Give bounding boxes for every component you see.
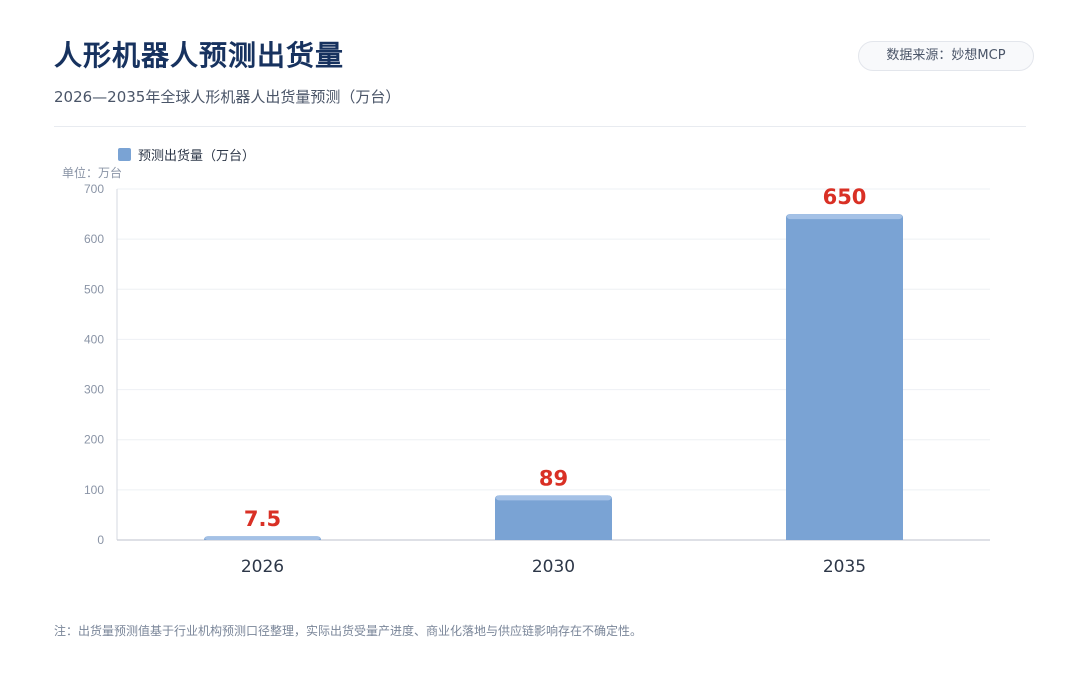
y-tick-label: 400 bbox=[84, 332, 104, 346]
data-label: 650 bbox=[823, 185, 867, 209]
header-divider bbox=[54, 126, 1026, 127]
y-tick-label: 200 bbox=[84, 433, 104, 447]
y-tick-label: 0 bbox=[97, 533, 104, 547]
y-axis-unit-label: 单位：万台 bbox=[62, 166, 123, 180]
y-tick-label: 100 bbox=[84, 483, 104, 497]
footnote: 注：出货量预测值基于行业机构预测口径整理，实际出货受量产进度、商业化落地与供应链… bbox=[54, 624, 643, 638]
bar-cap bbox=[787, 214, 902, 220]
data-label: 89 bbox=[539, 466, 568, 490]
chart-title: 人形机器人预测出货量 bbox=[54, 39, 345, 72]
x-tick-label: 2030 bbox=[532, 557, 575, 577]
y-tick-label: 700 bbox=[84, 182, 104, 196]
legend-label: 预测出货量（万台） bbox=[138, 149, 256, 164]
y-tick-label: 500 bbox=[84, 282, 104, 296]
bar bbox=[495, 495, 612, 540]
x-tick-label: 2026 bbox=[241, 557, 284, 577]
bar bbox=[786, 214, 903, 541]
x-tick-label: 2035 bbox=[823, 557, 866, 577]
bar-cap bbox=[496, 495, 611, 501]
bar-cap bbox=[205, 536, 320, 540]
chart-subtitle: 2026—2035年全球人形机器人出货量预测（万台） bbox=[54, 88, 401, 106]
legend: 预测出货量（万台） bbox=[118, 145, 255, 164]
legend-swatch bbox=[118, 148, 131, 161]
y-tick-label: 300 bbox=[84, 383, 104, 397]
source-badge: 数据来源：妙想MCP bbox=[858, 41, 1034, 71]
y-tick-label: 600 bbox=[84, 232, 104, 246]
data-label: 7.5 bbox=[244, 507, 281, 531]
bar-chart: 0 100 200 300 400 500 600 700 7.5 2026 89 2030 650 20… bbox=[84, 182, 990, 577]
